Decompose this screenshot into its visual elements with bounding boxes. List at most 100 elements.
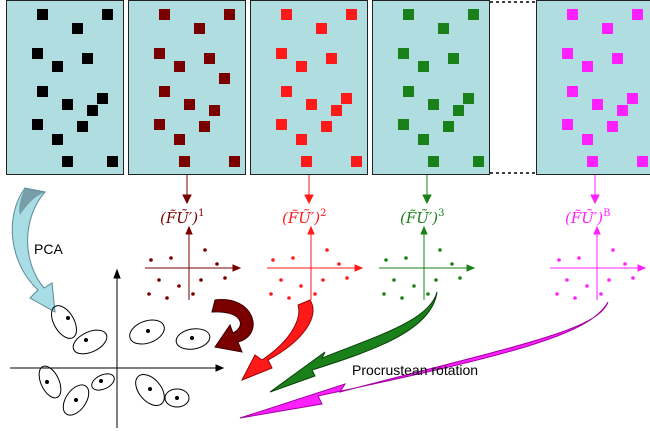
data-point-square [341,93,352,104]
data-point-square [159,86,170,97]
mini-scatter-dot [203,248,207,252]
mini-axes-3 [379,225,476,300]
data-point-square [331,105,342,116]
mini-scatter-dot [191,292,195,296]
data-point-square [637,156,648,167]
mini-scatter-dot [223,276,227,280]
data-point-square [179,156,190,167]
data-panel-original [6,0,124,175]
bootstrap-label-2: (F̃Ũ′)2 [282,208,327,227]
data-point-square [276,119,287,130]
data-point-square [107,156,118,167]
data-point-square [32,119,43,130]
data-point-square [468,9,479,20]
data-point-square [398,119,409,130]
mini-scatter-dot [623,262,627,266]
data-point-square [159,9,170,20]
data-point-square [306,99,317,110]
data-point-square [37,86,48,97]
data-point-square [448,53,459,64]
data-point-square [62,156,73,167]
mini-scatter-dot [291,256,295,260]
data-point-square [184,99,195,110]
data-point-square [204,53,215,64]
data-point-square [72,23,83,34]
data-point-square [428,156,439,167]
mini-scatter-dot [169,256,173,260]
data-point-square [607,121,618,132]
data-panel-bootstrap-2 [250,0,368,175]
main-axes [10,268,225,428]
data-panel-bootstrap-B [536,0,650,175]
data-point-square [567,86,578,97]
mini-scatter-dot [557,258,561,262]
data-point-square [97,93,108,104]
mini-scatter-dot [607,278,611,282]
data-point-square [346,9,357,20]
data-point-square [281,9,292,20]
procrustes-arrow-B [239,301,609,419]
arrow-panel-2 [304,175,314,205]
data-point-square [398,48,409,59]
data-point-square [562,119,573,130]
mini-scatter-dot [400,296,404,300]
data-point-square [77,121,88,132]
bootstrap-label-1: (F̃Ũ′)1 [160,208,205,227]
mini-scatter-dot [345,276,349,280]
data-point-square [351,156,362,167]
mini-scatter-dot [177,284,181,288]
procrustes-arrow-2 [240,299,314,381]
data-point-square [617,105,628,116]
bootstrap-label-B: (F̃Ũ′)B [565,208,611,227]
data-point-square [463,93,474,104]
data-point-square [62,99,73,110]
mini-scatter-dot [585,284,589,288]
mini-scatter-dot [450,262,454,266]
data-point-square [453,105,464,116]
data-point-square [281,86,292,97]
data-point-square [428,99,439,110]
arrow-panel-B [590,175,600,205]
data-point-square [174,134,185,145]
mini-scatter-dot [321,278,325,282]
data-point-square [567,9,578,20]
data-point-square [32,48,43,59]
data-point-square [627,93,638,104]
data-point-square [229,156,240,167]
data-point-square [194,23,205,34]
mini-axes-1 [145,225,242,300]
arrow-panel-3 [422,175,432,205]
mini-scatter-dot [147,292,151,296]
data-point-square [174,61,185,72]
mini-scatter-dot [149,258,153,262]
confidence-ellipses [38,305,211,416]
mini-scatter-dot [215,262,219,266]
data-point-square [418,134,429,145]
mini-scatter-dot [458,276,462,280]
mini-scatter-dot [279,278,283,282]
data-point-square [102,9,113,20]
mini-scatter-dot [577,256,581,260]
data-point-square [602,23,613,34]
mini-scatter-dot [565,278,569,282]
data-point-square [154,48,165,59]
data-point-square [82,53,93,64]
mini-scatter-dot [287,296,291,300]
data-point-square [403,9,414,20]
data-point-square [37,9,48,20]
mini-scatter-dot [271,258,275,262]
mini-scatter-dot [325,248,329,252]
data-point-square [276,48,287,59]
mini-scatter-dot [313,292,317,296]
data-point-square [587,156,598,167]
data-point-square [443,121,454,132]
data-point-square [219,73,230,84]
mini-scatter-dot [384,258,388,262]
mini-scatter-dot [299,284,303,288]
data-point-square [632,9,643,20]
mini-scatter-dot [438,248,442,252]
data-point-square [403,86,414,97]
data-point-square [52,61,63,72]
data-point-square [326,53,337,64]
arrow-panel-1 [182,175,192,205]
